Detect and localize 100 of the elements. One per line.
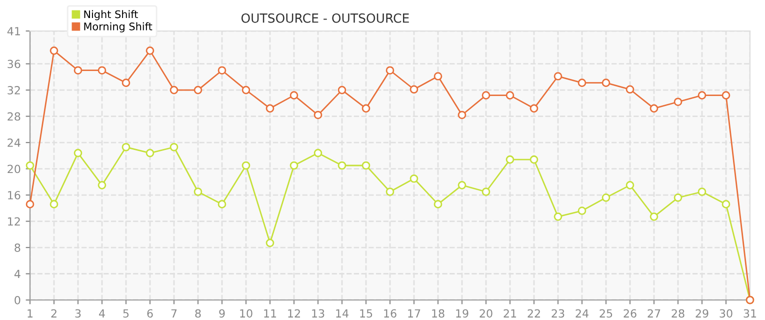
point	[170, 142, 178, 152]
x-tick-label: 31	[744, 309, 756, 318]
point	[410, 85, 418, 94]
point	[458, 181, 466, 190]
x-tick-label: 23	[552, 309, 564, 318]
x-tick-label: 3	[75, 309, 81, 318]
point	[482, 188, 490, 196]
point	[434, 72, 442, 80]
x-tick-label: 4	[99, 309, 105, 318]
x-tick-label: 5	[123, 309, 129, 318]
point	[74, 66, 82, 75]
point	[146, 148, 154, 158]
x-tick-label: 15	[360, 309, 372, 318]
point	[122, 142, 130, 152]
x-tick-label: 17	[408, 309, 420, 318]
point	[434, 200, 442, 208]
point	[698, 91, 706, 100]
point	[698, 188, 706, 196]
x-tick-label: 11	[264, 309, 276, 318]
x-tick-label: 12	[288, 309, 300, 318]
y-tick-label: 20	[8, 164, 20, 174]
point	[602, 193, 610, 202]
point	[26, 161, 34, 170]
y-tick-label: 0	[14, 296, 20, 304]
point	[194, 188, 202, 196]
point	[314, 148, 322, 158]
y-tick-label: 32	[8, 86, 20, 94]
point	[506, 91, 514, 100]
point	[674, 193, 682, 202]
y-tick-label: 41	[7, 27, 20, 36]
point	[194, 86, 202, 94]
point	[242, 161, 250, 170]
point	[386, 188, 394, 196]
point	[410, 174, 418, 183]
point	[338, 86, 346, 94]
point	[98, 66, 106, 75]
point	[578, 78, 586, 87]
y-tick-label: 16	[8, 191, 20, 200]
point	[266, 104, 274, 113]
x-tick-label: 1	[28, 309, 33, 318]
point	[218, 66, 226, 75]
x-tick-label: 8	[195, 309, 201, 318]
point	[362, 161, 370, 170]
point	[458, 110, 466, 120]
point	[26, 200, 34, 208]
point	[482, 91, 490, 100]
point	[626, 181, 634, 190]
point	[578, 206, 586, 215]
point	[290, 161, 298, 170]
point	[722, 91, 730, 100]
point	[722, 200, 730, 208]
chart-title: OUTSOURCE - OUTSOURCE	[241, 13, 409, 23]
point	[146, 46, 154, 55]
point	[674, 98, 682, 106]
point	[50, 46, 58, 55]
x-tick-label: 21	[504, 309, 516, 318]
x-tick-label: 26	[624, 309, 636, 318]
x-tick-label: 7	[171, 309, 177, 318]
x-tick-label: 10	[240, 309, 252, 318]
x-tick-label: 14	[336, 309, 348, 318]
point	[338, 161, 346, 170]
x-tick-label: 29	[696, 309, 708, 318]
point	[530, 155, 538, 164]
x-tick-label: 9	[219, 309, 225, 318]
point	[554, 212, 562, 221]
y-tick-label: 8	[14, 243, 20, 252]
point	[506, 155, 514, 164]
x-tick-label: 25	[600, 309, 612, 318]
x-tick-label: 27	[648, 309, 660, 318]
x-tick-label: 24	[576, 309, 588, 318]
point	[650, 212, 658, 221]
y-tick-label: 28	[8, 112, 20, 121]
point	[602, 78, 610, 87]
point	[386, 66, 394, 75]
point	[74, 148, 82, 158]
point	[530, 104, 538, 113]
x-tick-label: 18	[432, 309, 444, 318]
point	[554, 72, 562, 80]
y-tick-label: 4	[14, 270, 20, 278]
point	[266, 238, 274, 248]
x-tick-label: 30	[720, 309, 732, 318]
y-tick-label: 24	[8, 138, 20, 147]
x-tick-label: 16	[384, 309, 396, 318]
x-tick-label: 20	[480, 309, 492, 318]
x-tick-label: 28	[672, 309, 684, 318]
point	[218, 200, 226, 208]
point	[362, 104, 370, 113]
legend-label: Morning Shift	[84, 22, 152, 32]
point	[122, 78, 130, 87]
point	[290, 91, 298, 100]
y-tick-label: 36	[8, 60, 20, 68]
point	[98, 181, 106, 190]
point	[626, 85, 634, 94]
legend-label: Night Shift	[84, 10, 138, 20]
x-tick-label: 13	[312, 309, 324, 318]
point	[170, 86, 178, 94]
x-tick-label: 22	[528, 309, 540, 318]
x-tick-label: 2	[51, 309, 56, 318]
point	[314, 110, 322, 120]
point	[242, 86, 250, 94]
